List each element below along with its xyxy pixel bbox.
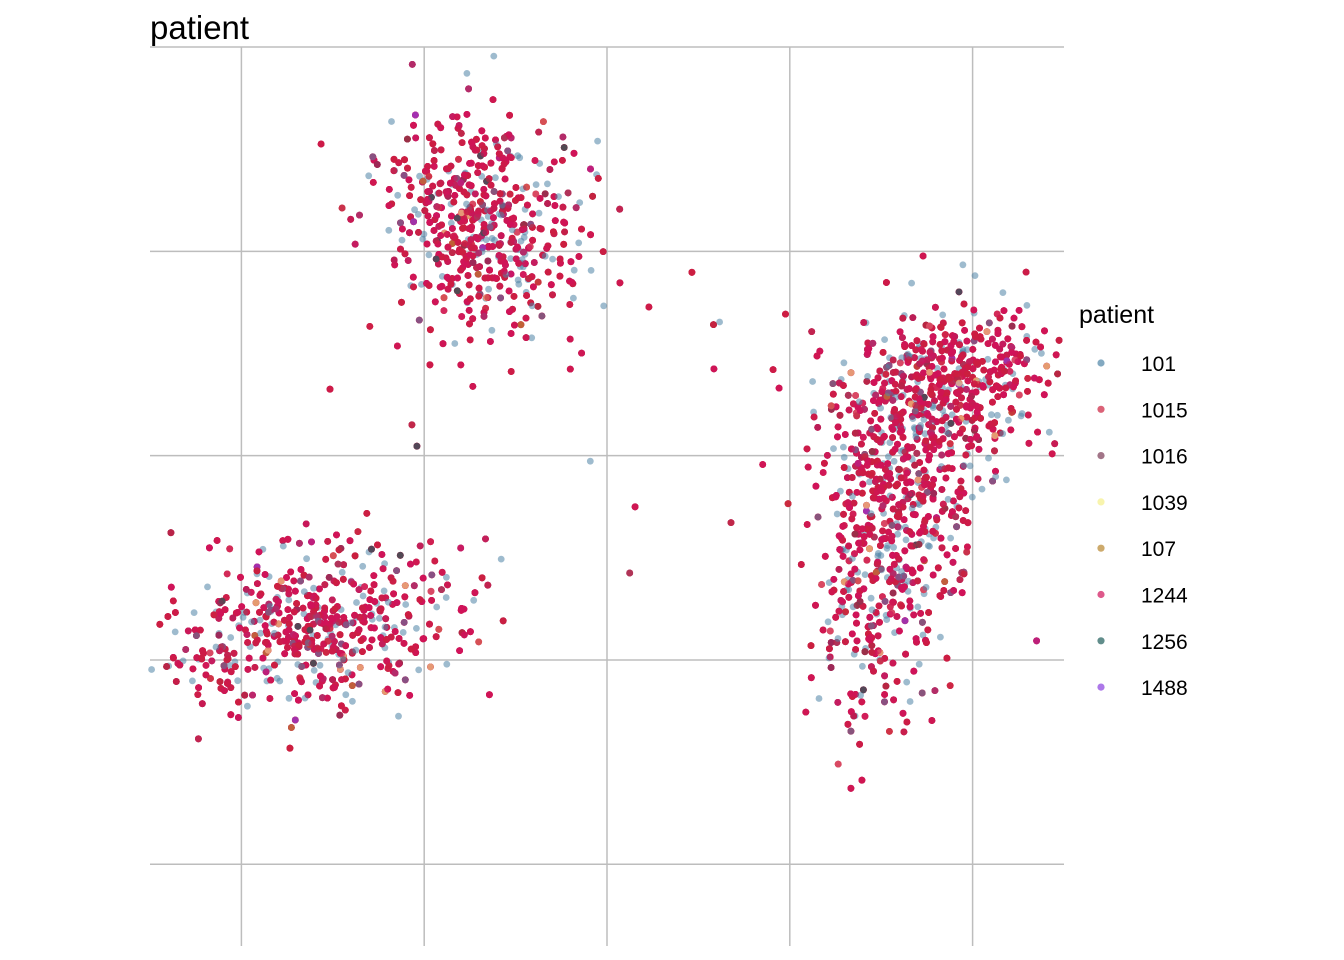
point-101 (840, 443, 847, 451)
point-101 (171, 628, 179, 636)
grid (150, 46, 1064, 946)
point-101 (285, 694, 293, 702)
point-101 (810, 408, 817, 416)
point-101 (365, 172, 373, 180)
point-101 (544, 180, 551, 188)
point-101 (517, 237, 525, 245)
point-101 (840, 359, 848, 367)
point-101 (570, 266, 578, 274)
point-101 (570, 294, 577, 302)
point-101 (353, 599, 360, 606)
point-101 (966, 462, 974, 470)
point-101 (971, 272, 979, 279)
point-101 (433, 603, 441, 611)
point-101 (425, 251, 433, 259)
point-101 (310, 667, 318, 674)
point-101 (338, 568, 346, 576)
point-1015 (169, 597, 177, 605)
point-101 (190, 609, 198, 616)
point-101 (492, 174, 499, 182)
point-101 (824, 618, 832, 626)
point-101 (484, 213, 492, 220)
point-101 (414, 211, 422, 218)
point-1015 (976, 324, 983, 332)
point-101 (586, 457, 594, 465)
point-1015 (727, 519, 735, 526)
point-101 (316, 661, 324, 669)
point-101 (985, 454, 992, 462)
point-101 (902, 536, 910, 544)
point-101 (837, 487, 844, 495)
point-101 (380, 587, 388, 595)
point-101 (937, 633, 944, 641)
point-101 (576, 199, 584, 207)
point-101 (497, 555, 505, 563)
point-101 (470, 596, 478, 604)
point-101 (890, 543, 897, 551)
point-101 (933, 365, 941, 372)
point-101 (1023, 302, 1031, 309)
point-101 (226, 662, 234, 669)
point-101 (418, 281, 425, 288)
point-101 (1005, 416, 1012, 424)
point-101 (859, 662, 866, 670)
point-101 (968, 493, 976, 501)
point-1015 (879, 349, 887, 356)
point-101 (587, 267, 595, 274)
point-101 (402, 601, 410, 608)
point-101 (1045, 428, 1053, 436)
point-101 (915, 660, 923, 668)
point-101 (881, 336, 888, 343)
point-101 (594, 137, 601, 145)
point-101 (1003, 476, 1010, 484)
point-101 (273, 674, 281, 682)
point-101 (815, 695, 823, 702)
point-101 (575, 239, 583, 247)
point-101 (485, 285, 492, 293)
point-101 (394, 191, 402, 199)
point-101 (1031, 345, 1039, 353)
point-1244 (283, 574, 290, 581)
point-101 (549, 255, 556, 263)
point-101 (227, 634, 235, 641)
point-101 (399, 629, 407, 636)
point-101 (411, 206, 418, 214)
chart-title: patient (150, 9, 249, 46)
point-101 (861, 571, 869, 578)
points-layer (148, 52, 1063, 792)
